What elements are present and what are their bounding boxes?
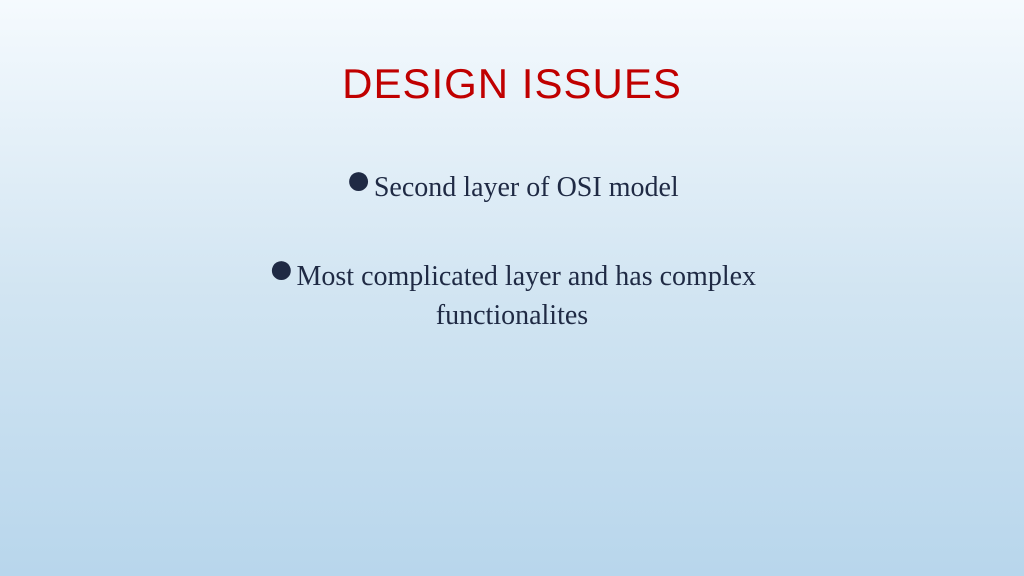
- bullet-item: ● Most complicated layer and has complex…: [268, 257, 756, 335]
- bullet-text: functionalites: [436, 296, 588, 335]
- bullet-line: ● Second layer of OSI model: [345, 168, 678, 207]
- bullet-line: functionalites: [436, 296, 588, 335]
- bullet-line: ● Most complicated layer and has complex: [268, 257, 756, 296]
- bullet-item: ● Second layer of OSI model: [345, 168, 678, 207]
- slide-title: DESIGN ISSUES: [342, 60, 682, 108]
- bullet-text: Most complicated layer and has complex: [297, 257, 757, 296]
- slide-container: DESIGN ISSUES ● Second layer of OSI mode…: [0, 0, 1024, 576]
- bullet-list: ● Second layer of OSI model ● Most compl…: [268, 168, 756, 336]
- bullet-text: Second layer of OSI model: [374, 168, 679, 207]
